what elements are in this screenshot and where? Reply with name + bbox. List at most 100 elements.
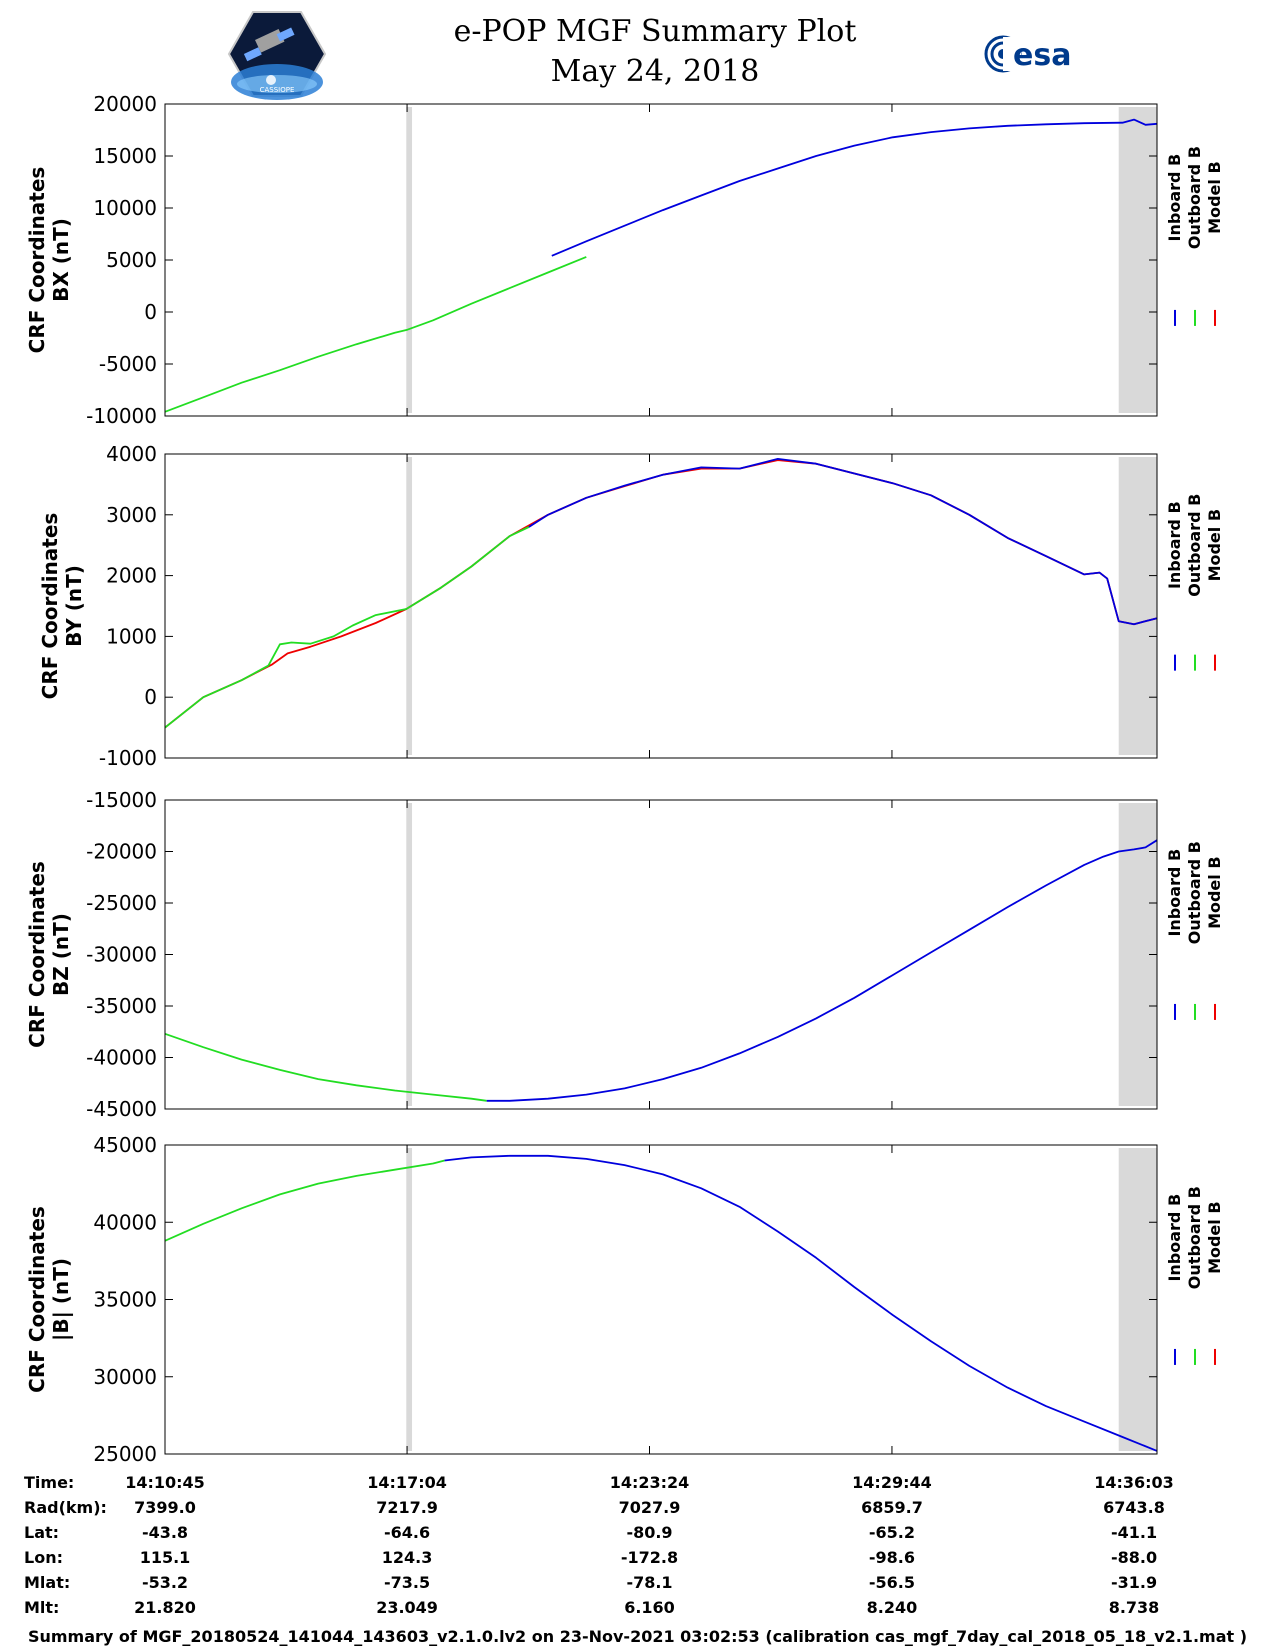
ephemeris-value: 124.3 [382,1548,433,1567]
y-tick-label: 0 [144,685,157,709]
y-tick-label: 3000 [106,503,157,527]
gap-band [406,107,413,413]
y-tick-label: 4000 [106,442,157,466]
plot-frame [164,799,1158,1110]
ephemeris-value: 23.049 [376,1598,438,1617]
ephemeris-row-label: Mlt: [24,1598,59,1617]
y-tick-label: -40000 [86,1046,157,1070]
series-line-inboard-b [551,118,1158,257]
plot-frame [164,453,1158,759]
y-axis-label: CRF CoordinatesBY (nT) [38,513,86,700]
y-tick-label: -10000 [86,404,157,428]
y-tick-label: -5000 [99,352,157,376]
y-tick-label: 35000 [93,1288,157,1312]
plot-frame [164,1144,1158,1455]
panel-bz: -15000 -20000 -25000 -30000 -35000 -40000 -450… [25,788,1224,1121]
y-tick-label: 30000 [93,1365,157,1389]
legend-label: Model B [1205,856,1224,928]
series-line-inboard-b [528,457,1158,626]
chart-subtitle: May 24, 2018 [550,54,760,89]
y-tick-label: 2000 [106,564,157,588]
y-axis-label-line1: CRF Coordinates [25,861,49,1048]
series-line-inboard-b [444,1154,1158,1452]
legend-label: Inboard B [1165,154,1184,242]
legend-label: Outboard B [1185,841,1204,944]
legend-label: Inboard B [1165,849,1184,937]
y-tick-label: 0 [144,300,157,324]
ephemeris-value: -80.9 [626,1523,672,1542]
ephemeris-row-label: Rad(km): [24,1498,107,1517]
y-tick-label: -20000 [86,840,157,864]
ephemeris-value: -31.9 [1111,1573,1157,1592]
ephemeris-row-label: Lon: [24,1548,63,1567]
ephemeris-value: 6859.7 [861,1498,923,1517]
footer-caption: Summary of MGF_20180524_141044_143603_v2… [27,1627,1248,1646]
ephemeris-value: 8.738 [1109,1598,1160,1617]
y-axis-label-line1: CRF Coordinates [25,1206,49,1393]
y-tick-label: 10000 [93,196,157,220]
y-tick-label: -30000 [86,943,157,967]
legend-label: Inboard B [1165,501,1184,589]
y-tick-label: -25000 [86,891,157,915]
gap-band [1118,457,1157,755]
legend-label: Outboard B [1185,146,1204,249]
esa-logo: esa [984,35,1071,73]
legend-label: Model B [1205,509,1224,581]
y-tick-label: -45000 [86,1097,157,1121]
y-axis-label-line1: CRF Coordinates [38,513,62,700]
ephemeris-time: 14:36:03 [1094,1473,1174,1492]
legend-label: Outboard B [1185,494,1204,597]
y-tick-label: 20000 [93,92,157,116]
esa-logo-text: esa [1013,38,1071,73]
y-tick-label: -15000 [86,788,157,812]
plot-frame [164,103,1158,417]
legend-label: Model B [1205,161,1224,233]
y-tick-label: 25000 [93,1442,157,1466]
y-tick-label: -35000 [86,994,157,1018]
y-axis-label: CRF CoordinatesBZ (nT) [25,861,73,1048]
y-axis-label: CRF Coordinates|B| (nT) [25,1206,73,1393]
legend: Inboard B Outboard B Model B [1165,146,1224,326]
ephemeris-value: 6.160 [624,1598,675,1617]
gap-band [406,457,413,755]
ephemeris-time: 14:29:44 [852,1473,932,1492]
legend-label: Model B [1205,1201,1224,1273]
ephemeris-value: 21.820 [134,1598,196,1617]
series-line-outboard-b [164,526,530,729]
ephemeris-value: -98.6 [869,1548,915,1567]
gap-band [406,1148,413,1451]
ephemeris-value: -43.8 [142,1523,188,1542]
ephemeris-value: 7217.9 [376,1498,438,1517]
y-axis-label-line1: CRF Coordinates [25,167,49,354]
y-tick-label: 1000 [106,624,157,648]
y-tick-label: 15000 [93,144,157,168]
legend-label: Outboard B [1185,1186,1204,1289]
y-tick-label: 5000 [106,248,157,272]
chart-title: e-POP MGF Summary Plot [453,14,857,49]
ephemeris-value: 7027.9 [619,1498,681,1517]
ephemeris-time: 14:23:24 [610,1473,690,1492]
panel-bmag: 45000 40000 35000 30000 25000 CRF Coordinates… [25,1133,1224,1466]
ephemeris-time: 14:17:04 [367,1473,447,1492]
y-axis-label: CRF CoordinatesBX (nT) [25,167,73,354]
ephemeris-value: 7399.0 [134,1498,196,1517]
ephemeris-value: -64.6 [384,1523,430,1542]
legend-label: Inboard B [1165,1194,1184,1282]
y-axis-label-line2: |B| (nT) [49,1258,73,1341]
ephemeris-row-label: Mlat: [24,1573,70,1592]
ephemeris-row-label: Time: [24,1473,74,1492]
ephemeris-value: 6743.8 [1103,1498,1165,1517]
ephemeris-value: -88.0 [1111,1548,1157,1567]
y-tick-label: 40000 [93,1210,157,1234]
ephemeris-value: -65.2 [869,1523,915,1542]
series-line-outboard-b [164,256,587,413]
legend: Inboard B Outboard B Model B [1165,1186,1224,1365]
series-line-outboard-b [164,1032,487,1102]
ephemeris-value: 115.1 [140,1548,191,1567]
panel-by: 4000 3000 2000 1000 0 -1000 CRF CoordinatesBY … [38,442,1224,770]
ephemeris-value: -73.5 [384,1573,430,1592]
ephemeris-value: -172.8 [621,1548,678,1567]
ephemeris-value: -53.2 [142,1573,188,1592]
